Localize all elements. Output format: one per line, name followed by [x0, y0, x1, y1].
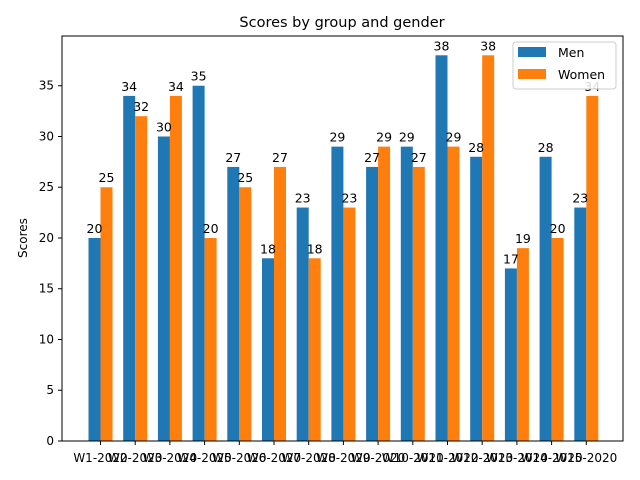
bar-women-13: [516, 248, 529, 441]
y-tick-label: 0: [46, 434, 54, 448]
bar-women-4: [204, 237, 217, 441]
data-label-men-15: 23: [572, 191, 588, 206]
bar-women-8: [343, 207, 356, 441]
y-tick-label: 35: [39, 79, 54, 93]
bar-women-7: [308, 258, 321, 441]
bar-men-15: [574, 207, 587, 441]
x-axis-ticks: W1-2020W2-2020W3-2020W4-2020W5-2020W6-20…: [73, 441, 617, 465]
bar-women-6: [274, 166, 286, 441]
legend-swatch-men: [518, 47, 546, 57]
x-tick-label: W14-2020: [521, 451, 583, 465]
y-axis-ticks: 0 5 10 15 20 25 30 35: [39, 79, 62, 448]
x-tick-label: W3-2020: [143, 451, 197, 465]
data-label-women-6: 27: [272, 150, 288, 165]
legend-swatch-women: [518, 69, 546, 79]
data-label-men-9: 27: [364, 150, 380, 165]
bar-men-9: [366, 166, 379, 441]
bar-women-9: [378, 146, 391, 441]
legend: Men Women: [512, 41, 617, 90]
data-label-men-2: 34: [121, 79, 137, 94]
y-tick-label: 30: [39, 129, 54, 143]
bar-men-11: [435, 55, 448, 442]
data-label-women-5: 25: [237, 170, 253, 185]
bar-women-15: [586, 95, 599, 442]
bars-group: [88, 55, 599, 442]
data-label-men-4: 35: [191, 69, 207, 84]
data-label-men-6: 18: [260, 241, 276, 256]
bar-men-10: [400, 146, 413, 441]
y-tick-label: 10: [39, 332, 54, 346]
data-label-women-4: 20: [203, 221, 219, 236]
x-tick-label: W15-2020: [555, 451, 617, 465]
bar-men-5: [227, 166, 240, 441]
bar-men-4: [192, 85, 205, 441]
bar-women-14: [551, 237, 564, 441]
x-tick-label: W2-2020: [108, 451, 162, 465]
data-label-women-12: 38: [480, 38, 496, 53]
plot-frame: [61, 35, 624, 442]
data-label-men-10: 29: [399, 130, 415, 145]
bar-women-11: [447, 146, 460, 441]
bar-women-12: [482, 55, 495, 442]
data-label-men-12: 28: [468, 140, 484, 155]
x-tick-label: W13-2020: [486, 451, 548, 465]
x-tick-label: W12-2020: [451, 451, 513, 465]
bar-women-3: [169, 95, 182, 442]
legend-label-women: Women: [558, 67, 605, 82]
x-tick-label: W9-2020: [351, 451, 405, 465]
y-tick-label: 20: [39, 231, 54, 245]
data-label-men-5: 27: [225, 150, 241, 165]
bar-men-6: [262, 258, 274, 441]
data-label-women-13: 19: [515, 231, 531, 246]
y-tick-label: 15: [39, 282, 54, 296]
data-label-men-13: 17: [503, 251, 519, 266]
y-axis-label: Scores: [16, 218, 30, 258]
x-tick-label: W6-2020: [247, 451, 301, 465]
data-label-women-14: 20: [550, 221, 566, 236]
chart-title: Scores by group and gender: [239, 15, 444, 31]
data-label-men-1: 20: [87, 221, 103, 236]
data-label-men-11: 38: [434, 38, 450, 53]
bar-men-13: [504, 268, 517, 441]
data-label-men-8: 29: [329, 130, 345, 145]
bar-men-14: [539, 156, 552, 441]
data-label-women-9: 29: [376, 130, 392, 145]
data-label-women-11: 29: [446, 130, 462, 145]
data-label-men-3: 30: [156, 119, 172, 134]
data-label-men-7: 23: [295, 191, 311, 206]
bar-men-3: [157, 136, 170, 442]
bar-women-2: [135, 116, 148, 441]
y-tick-label: 25: [39, 180, 54, 194]
data-label-men-14: 28: [538, 140, 554, 155]
bar-women-1: [100, 187, 113, 441]
data-label-women-3: 34: [168, 79, 184, 94]
x-tick-label: W10-2020: [382, 451, 444, 465]
bar-women-10: [412, 166, 425, 441]
bar-men-7: [296, 207, 309, 441]
legend-label-men: Men: [558, 45, 584, 60]
x-tick-label: W7-2020: [282, 451, 336, 465]
data-label-women-7: 18: [307, 241, 323, 256]
x-tick-label: W4-2020: [177, 451, 231, 465]
x-tick-label: W11-2020: [416, 451, 478, 465]
y-tick-label: 5: [46, 383, 54, 397]
bar-men-2: [123, 95, 136, 442]
x-tick-label: W1-2020: [73, 451, 127, 465]
x-tick-label: W8-2020: [316, 451, 370, 465]
data-label-women-2: 32: [133, 99, 149, 114]
x-tick-label: W5-2020: [212, 451, 266, 465]
bar-men-1: [88, 237, 101, 441]
data-label-women-8: 23: [341, 191, 357, 206]
data-label-women-10: 27: [411, 150, 427, 165]
data-label-women-1: 25: [99, 170, 115, 185]
bar-women-5: [239, 187, 252, 441]
bar-men-8: [331, 146, 344, 441]
bar-men-12: [470, 156, 483, 441]
data-labels: 20 25 34 32 30 34 35 20 27 25 18 27 23 18 29 23 27 29 29 27…: [87, 38, 601, 266]
